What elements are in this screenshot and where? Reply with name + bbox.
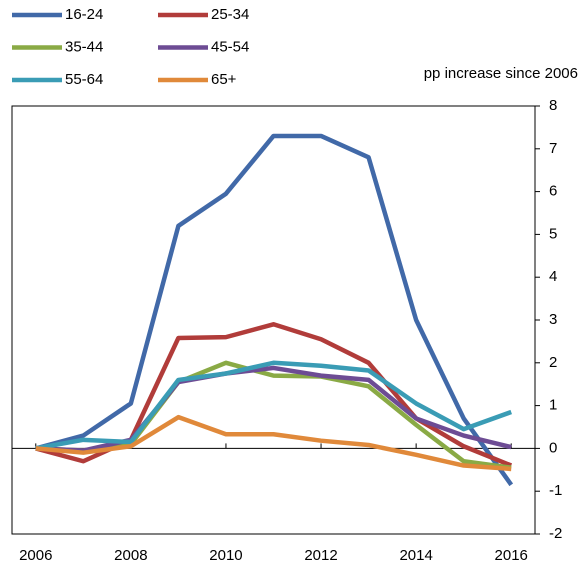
y-tick-label: 2 — [549, 354, 557, 371]
x-tick-label: 2010 — [209, 547, 242, 564]
legend-label: 55-64 — [65, 71, 103, 88]
x-tick-label: 2006 — [19, 547, 52, 564]
legend-label: 16-24 — [65, 6, 103, 23]
y-tick-label: -1 — [549, 482, 562, 499]
x-tick-label: 2014 — [399, 547, 432, 564]
y-tick-label: 3 — [549, 311, 557, 328]
legend-label: 25-34 — [211, 6, 249, 23]
legend-label: 65+ — [211, 71, 237, 88]
y-tick-label: 4 — [549, 268, 557, 285]
x-tick-label: 2012 — [304, 547, 337, 564]
y-tick-label: -2 — [549, 525, 562, 542]
plot-frame — [11, 105, 536, 535]
x-tick-label: 2016 — [495, 547, 528, 564]
series-line — [35, 365, 512, 453]
series-line — [35, 414, 512, 472]
y-axis-label: pp increase since 2006 — [424, 65, 578, 82]
y-tick-label: 6 — [549, 183, 557, 200]
y-tick-label: 5 — [549, 225, 557, 242]
y-tick-label: 1 — [549, 397, 557, 414]
legend-label: 35-44 — [65, 38, 103, 55]
series-line — [35, 360, 512, 451]
series-line — [35, 133, 514, 487]
legend-label: 45-54 — [211, 38, 249, 55]
y-tick-label: 0 — [549, 439, 557, 456]
x-tick-label: 2008 — [114, 547, 147, 564]
y-tick-label: 8 — [549, 97, 557, 114]
y-tick-label: 7 — [549, 140, 557, 157]
